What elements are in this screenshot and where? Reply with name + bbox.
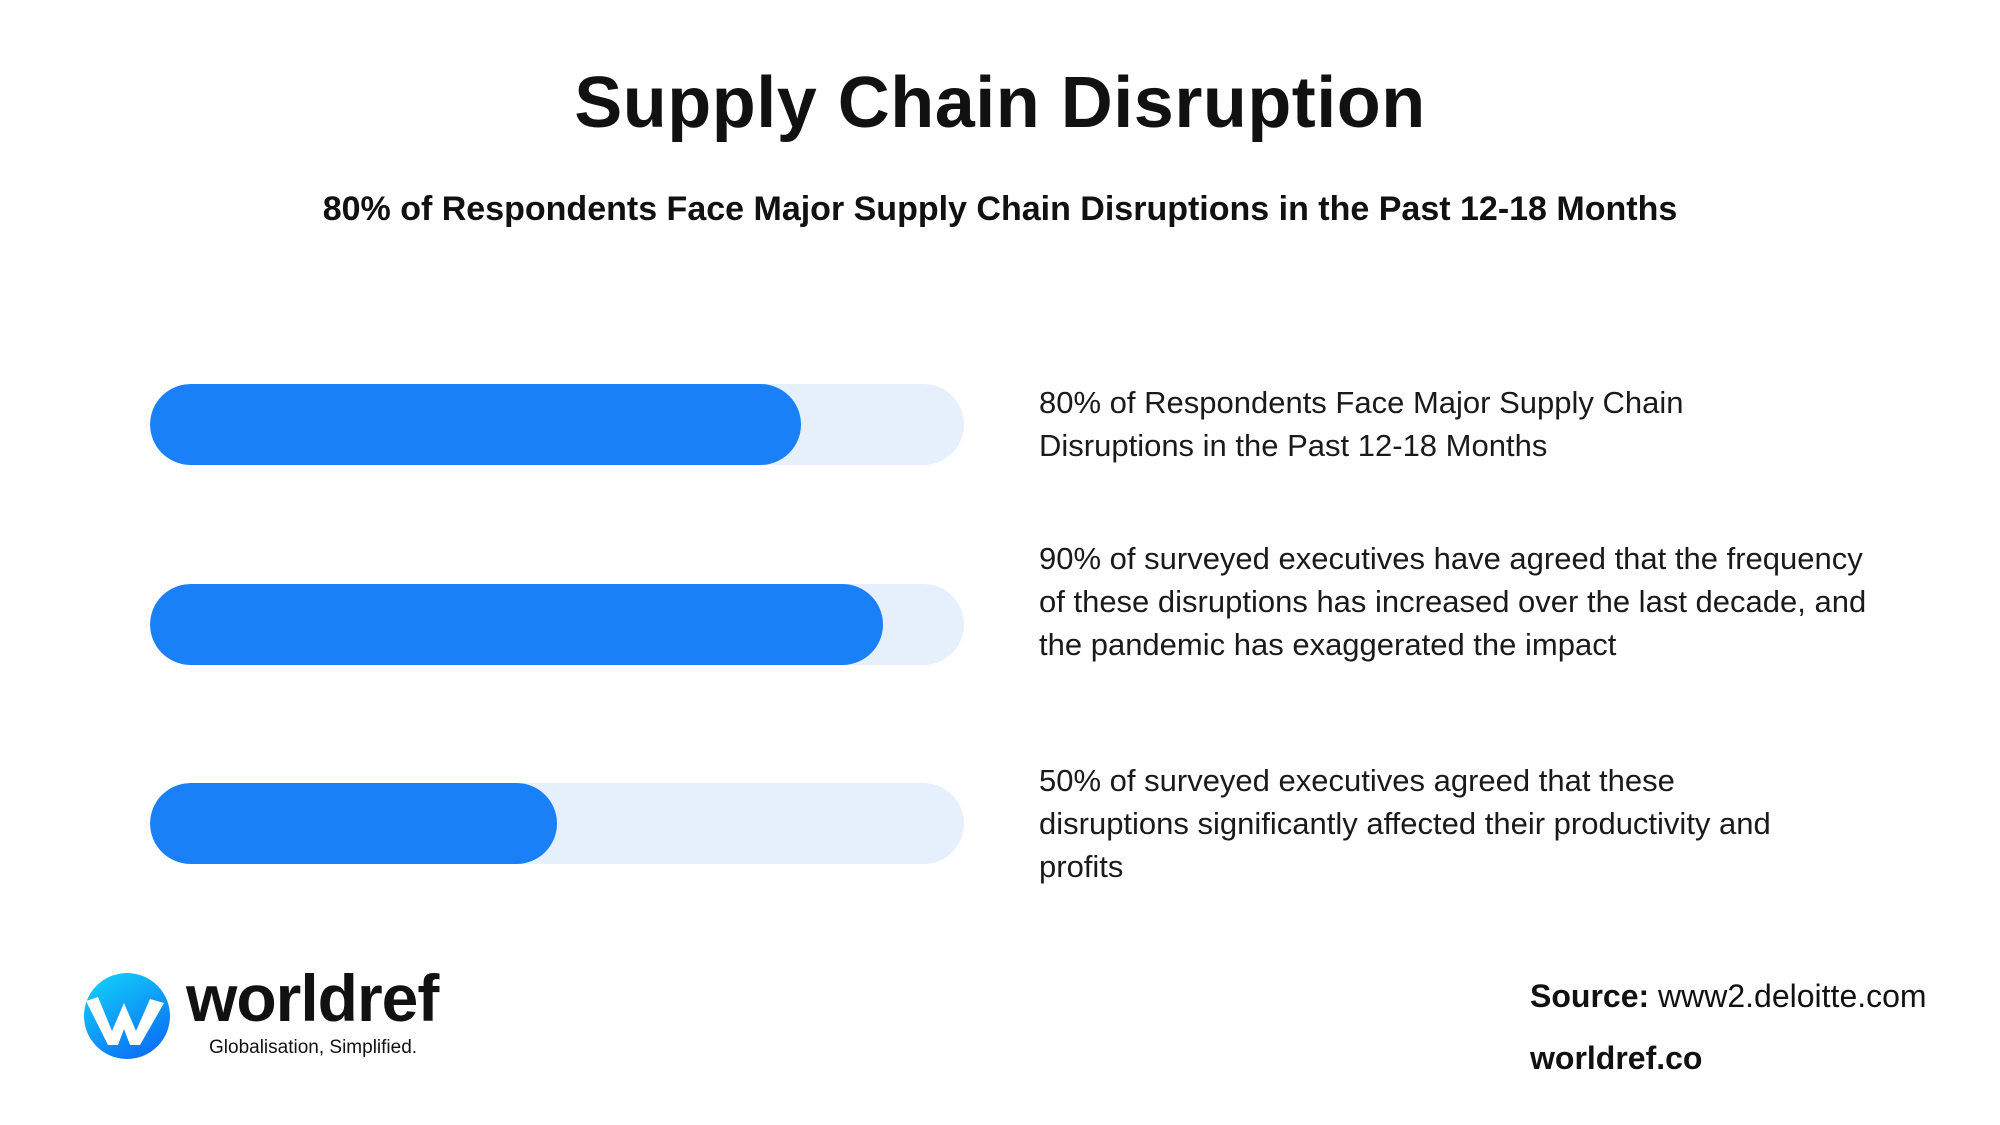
stat-description-2: 90% of surveyed executives have agreed t… (1039, 541, 1867, 662)
progress-track-2 (150, 584, 964, 665)
progress-fill-2 (150, 584, 883, 665)
page-title: Supply Chain Disruption (574, 63, 1426, 143)
logo-wordmark: worldref (186, 961, 439, 1035)
progress-track-3 (150, 783, 964, 864)
stat-description-1: 80% of Respondents Face Major Supply Cha… (1039, 385, 1684, 463)
site-link[interactable]: worldref.co (1530, 1040, 1703, 1076)
logo-tagline: Globalisation, Simplified. (209, 1037, 418, 1058)
worldref-logo-icon (84, 973, 170, 1064)
source-value: www2.deloitte.com (1658, 978, 1927, 1014)
page-subtitle: 80% of Respondents Face Major Supply Cha… (322, 190, 1678, 228)
progress-fill-3 (150, 783, 557, 864)
progress-fill-1 (150, 384, 802, 465)
stat-description-3: 50% of surveyed executives agreed that t… (1039, 763, 1771, 884)
source-line: Source: www2.deloitte.com (1530, 978, 1927, 1015)
progress-track-1 (150, 384, 964, 465)
source-label: Source: (1530, 978, 1650, 1014)
